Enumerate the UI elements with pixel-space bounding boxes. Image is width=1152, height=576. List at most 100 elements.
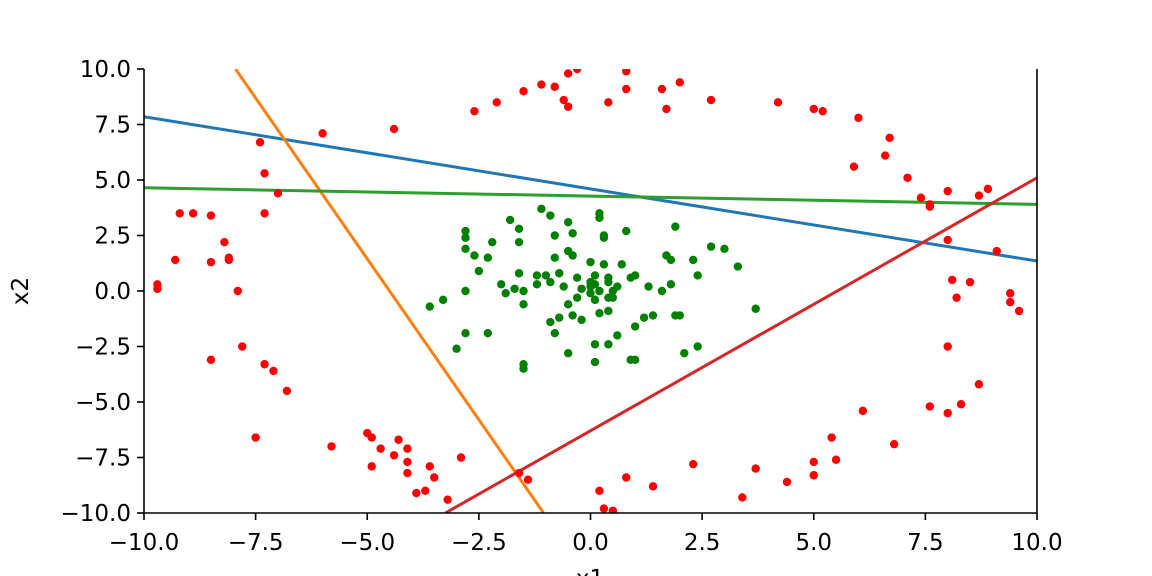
data-point [604, 277, 613, 287]
data-point [389, 451, 399, 460]
data-point [488, 237, 497, 247]
data-point [809, 104, 818, 114]
data-point [599, 504, 609, 513]
data-point [206, 355, 216, 365]
data-point [461, 233, 470, 242]
data-point [461, 328, 470, 338]
data-point [559, 282, 568, 291]
data-point [889, 439, 899, 449]
data-point [992, 246, 1002, 256]
x-tick-label: −7.5 [228, 530, 284, 556]
data-point [773, 98, 783, 107]
y-tick-label: −7.5 [75, 446, 131, 472]
data-point [430, 473, 439, 482]
data-point [622, 473, 631, 482]
data-point [693, 342, 702, 351]
data-point [1014, 306, 1024, 316]
data-point [680, 348, 689, 358]
data-point [461, 244, 470, 254]
data-point [572, 293, 582, 302]
data-point [595, 486, 604, 495]
x-tick-label: −5.0 [339, 530, 395, 556]
data-point [260, 169, 269, 178]
data-point [956, 400, 966, 409]
data-point [238, 342, 247, 351]
data-point [604, 340, 613, 349]
data-point [260, 360, 269, 369]
data-point [563, 300, 573, 309]
x-tick-label: 2.5 [684, 530, 721, 556]
data-point [880, 151, 890, 160]
data-point [394, 435, 403, 444]
data-point [622, 226, 631, 236]
data-point [943, 186, 952, 196]
y-tick-label: 0.0 [94, 279, 131, 305]
data-point [706, 242, 716, 251]
data-point [563, 348, 573, 358]
data-point [974, 380, 984, 389]
data-point [809, 471, 818, 480]
data-point [282, 386, 292, 396]
data-point [782, 477, 792, 487]
data-point [947, 275, 957, 285]
data-point [568, 229, 577, 238]
data-point [546, 317, 555, 327]
data-point [327, 442, 336, 451]
data-point [514, 269, 524, 278]
x-tick-label: 5.0 [795, 530, 832, 556]
data-point [903, 173, 912, 182]
data-point [1006, 297, 1015, 307]
data-point [577, 315, 586, 325]
data-point [925, 402, 935, 411]
data-point [572, 69, 582, 74]
data-point [590, 295, 600, 305]
data-point [153, 284, 162, 293]
data-point [599, 260, 609, 269]
data-point [555, 313, 564, 322]
decision-line-2 [144, 115, 1037, 263]
data-point [550, 231, 559, 240]
data-point [827, 433, 836, 442]
data-point [751, 464, 760, 473]
data-point [952, 293, 961, 302]
data-point [255, 138, 265, 147]
data-point [403, 468, 412, 478]
y-tick-label: −5.0 [75, 390, 131, 416]
y-tick-label: −2.5 [75, 335, 131, 361]
data-point [537, 204, 546, 214]
data-point [550, 328, 559, 338]
data-point [751, 304, 760, 313]
data-point [577, 284, 586, 293]
data-point [613, 282, 622, 291]
data-point [688, 255, 698, 265]
data-point [657, 286, 667, 296]
data-point [260, 209, 269, 218]
data-point [470, 106, 479, 116]
data-point [648, 311, 658, 320]
data-point [514, 468, 524, 478]
data-point [608, 293, 618, 302]
data-point [474, 266, 484, 276]
data-point [595, 286, 604, 296]
data-point [559, 95, 568, 105]
data-point [666, 255, 676, 265]
data-point [657, 84, 667, 94]
data-point [456, 453, 466, 462]
data-point [470, 251, 479, 260]
data-point [675, 78, 684, 87]
data-point [171, 255, 180, 265]
data-point [925, 200, 935, 209]
data-point [224, 255, 234, 265]
data-point [555, 269, 564, 278]
data-point [733, 262, 743, 271]
data-point [514, 237, 524, 247]
data-point [563, 102, 573, 111]
data-point [849, 162, 859, 171]
data-point [550, 253, 559, 262]
data-point [595, 309, 604, 318]
data-point [550, 82, 559, 91]
data-point [648, 482, 658, 491]
data-point [233, 286, 242, 296]
decision-line-3 [234, 69, 545, 513]
data-point [461, 226, 470, 236]
